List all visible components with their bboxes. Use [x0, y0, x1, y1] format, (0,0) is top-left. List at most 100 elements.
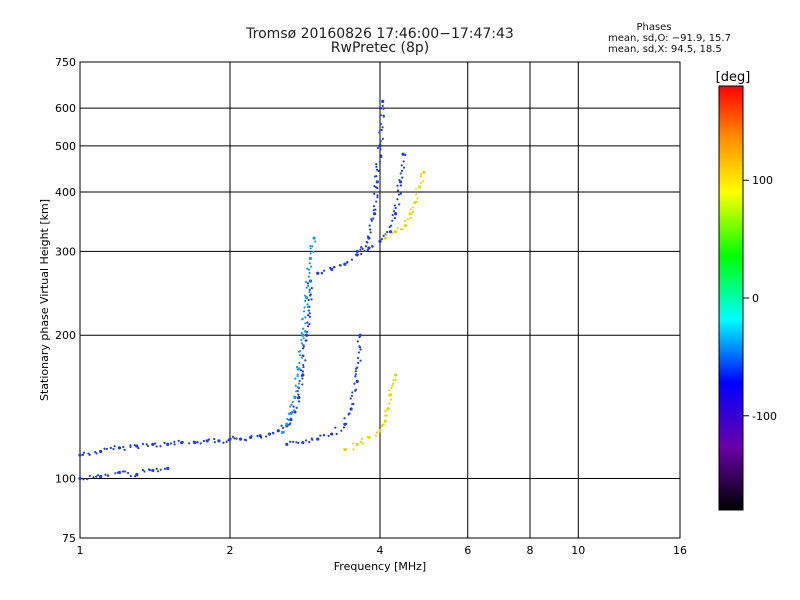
data-point: [346, 260, 349, 264]
series-o-mode-second-branch: [285, 333, 362, 446]
data-point: [357, 361, 360, 365]
data-point: [394, 206, 397, 210]
data-point: [375, 431, 379, 434]
data-point: [301, 383, 304, 386]
data-point: [300, 338, 303, 342]
data-point: [383, 419, 387, 423]
data-point: [367, 246, 371, 250]
data-point: [296, 373, 299, 376]
data-point: [392, 379, 395, 382]
plot-grid: [80, 62, 680, 538]
data-point: [343, 262, 347, 266]
data-point: [359, 359, 362, 362]
y-tick-label: 400: [55, 186, 76, 199]
data-point: [233, 437, 236, 440]
data-point: [372, 212, 377, 216]
data-point: [297, 367, 301, 371]
data-point: [368, 436, 371, 439]
y-axis-label: Stationary phase Virtual Height [km]: [38, 199, 51, 401]
data-point: [88, 474, 91, 477]
data-point: [294, 384, 297, 387]
data-point: [354, 375, 357, 378]
data-point: [316, 437, 320, 441]
data-point: [382, 423, 385, 426]
colorbar-label: [deg]: [716, 70, 751, 85]
data-point: [380, 238, 384, 241]
data-point: [378, 239, 382, 243]
data-point: [361, 442, 364, 445]
data-point: [384, 409, 387, 413]
data-point: [163, 467, 167, 470]
data-point: [308, 315, 311, 318]
data-point: [298, 379, 301, 383]
y-tick-label: 100: [55, 473, 76, 486]
data-point: [402, 160, 405, 163]
data-point: [355, 442, 359, 446]
data-point: [306, 284, 310, 287]
data-point: [295, 390, 298, 393]
data-point: [383, 236, 387, 240]
x-axis-label: Frequency [MHz]: [334, 560, 426, 573]
data-point: [86, 478, 89, 481]
data-point: [181, 441, 184, 444]
data-point: [112, 447, 115, 451]
data-point: [415, 188, 418, 191]
data-point: [388, 402, 391, 405]
data-point: [159, 468, 162, 471]
data-point: [301, 377, 304, 380]
data-point: [334, 426, 337, 429]
data-point: [297, 393, 300, 396]
data-point: [399, 228, 403, 231]
series-o-mode-f-layer-upper-branch: [355, 152, 407, 254]
data-point: [82, 451, 86, 454]
data-point: [306, 305, 309, 308]
data-point: [155, 445, 158, 448]
data-point: [356, 366, 359, 369]
data-point: [401, 152, 405, 156]
data-point: [173, 440, 176, 443]
data-point: [399, 172, 402, 175]
data-point: [359, 440, 363, 443]
data-point: [95, 452, 98, 455]
data-point: [374, 208, 377, 211]
data-point: [304, 299, 307, 302]
data-point: [396, 227, 399, 230]
data-point: [307, 268, 311, 271]
y-tick-label: 300: [55, 245, 76, 258]
data-point: [366, 248, 369, 252]
data-point: [309, 265, 313, 268]
data-point: [297, 441, 300, 445]
data-point: [379, 140, 382, 143]
data-point: [333, 265, 336, 269]
data-point: [281, 426, 285, 430]
data-point: [113, 445, 116, 448]
data-point: [282, 431, 285, 434]
data-point: [386, 230, 389, 234]
data-point: [390, 386, 393, 390]
data-point: [419, 175, 423, 178]
data-point: [163, 441, 166, 445]
data-point: [126, 471, 130, 475]
data-point: [301, 440, 305, 445]
data-point: [344, 447, 348, 451]
data-point: [349, 407, 353, 411]
data-point: [213, 441, 216, 444]
data-point: [294, 377, 297, 380]
data-point: [293, 395, 296, 398]
data-point: [394, 230, 398, 234]
data-point: [394, 212, 398, 216]
x-tick-label: 2: [227, 544, 234, 557]
data-point: [296, 375, 299, 378]
data-point: [400, 169, 404, 172]
data-point: [381, 424, 384, 427]
data-point: [99, 449, 103, 454]
data-point: [305, 439, 308, 442]
data-point: [319, 434, 322, 437]
data-point: [382, 107, 385, 110]
data-point: [391, 231, 394, 234]
data-point: [335, 432, 338, 436]
data-point: [388, 393, 393, 397]
data-point: [300, 356, 304, 359]
data-point: [379, 143, 382, 146]
data-point: [308, 262, 311, 265]
